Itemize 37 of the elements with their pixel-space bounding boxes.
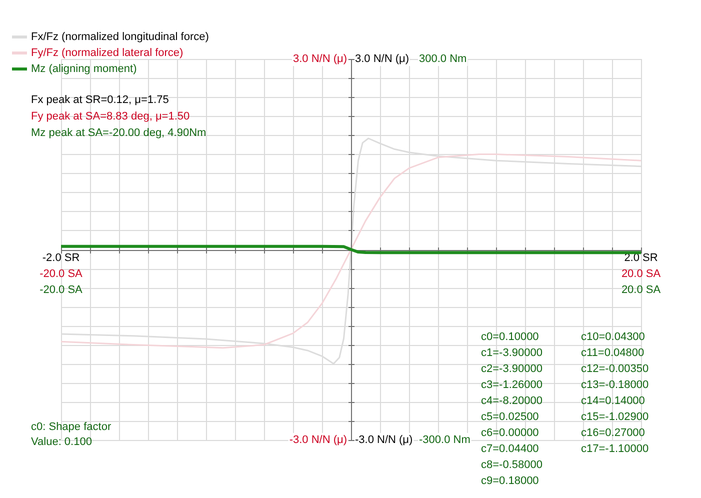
annotation: c10=0.04300 (581, 331, 645, 344)
text: c17=-1.10000 (581, 443, 649, 456)
annotation: Fx peak at SR=0.12, μ=1.75 (31, 94, 169, 106)
annotation: c16=0.27000 (581, 427, 645, 440)
annotation: c0=0.10000 (481, 331, 539, 344)
y-tick-label: -3.0 N/N (μ) (355, 434, 413, 446)
annotation: c2=-3.90000 (481, 363, 542, 376)
annotation: c13=-0.18000 (581, 379, 649, 392)
y-tick-label: 3.0 N/N (μ) (355, 53, 410, 66)
annotation: c11=0.04800 (581, 347, 644, 360)
x-tick-label: 20.0 SA (621, 284, 662, 296)
annotation: Fy peak at SA=8.83 deg, μ=1.50 (31, 110, 190, 123)
text: c8=-0.58000 (481, 459, 542, 472)
x-tick-label: 20.0 SA (621, 268, 662, 280)
legend-label: Fx/Fz (normalized longitudinal force) (31, 31, 209, 44)
y-tick-label: 300.0 Nm (419, 53, 467, 66)
y-tick-label: 3.0 N/N (μ) (292, 53, 348, 66)
x-tick-label: -20.0 SA (40, 284, 84, 296)
y-tick-label: -3.0 N/N (μ) (289, 434, 348, 446)
annotation: c3=-1.26000 (481, 379, 542, 392)
annotation: c14=0.14000 (581, 395, 645, 408)
text: c7=0.04400 (481, 443, 539, 456)
annotation: c15=-1.02900 (581, 411, 649, 424)
legend-label: Mz (aligning moment) (31, 63, 137, 76)
annotation: c6=0.00000 (481, 427, 539, 440)
annotation: c4=-8.20000 (481, 395, 542, 408)
x-tick-label: -20.0 SA (40, 268, 84, 280)
annotation: c5=0.02500 (481, 411, 539, 424)
annotation: c0: Shape factor (31, 421, 112, 434)
text: c9=0.18000 (481, 475, 539, 488)
legend-label: Fy/Fz (normalized lateral force) (31, 47, 184, 60)
annotation: Mz peak at SA=-20.00 deg, 4.90Nm (31, 127, 206, 140)
y-tick-label: -300.0 Nm (419, 434, 470, 446)
annotation: Value: 0.100 (31, 436, 92, 448)
annotation: c1=-3.90000 (481, 347, 542, 360)
x-tick-label: -2.0 SR (42, 252, 80, 264)
annotation: c12=-0.00350 (581, 363, 649, 376)
